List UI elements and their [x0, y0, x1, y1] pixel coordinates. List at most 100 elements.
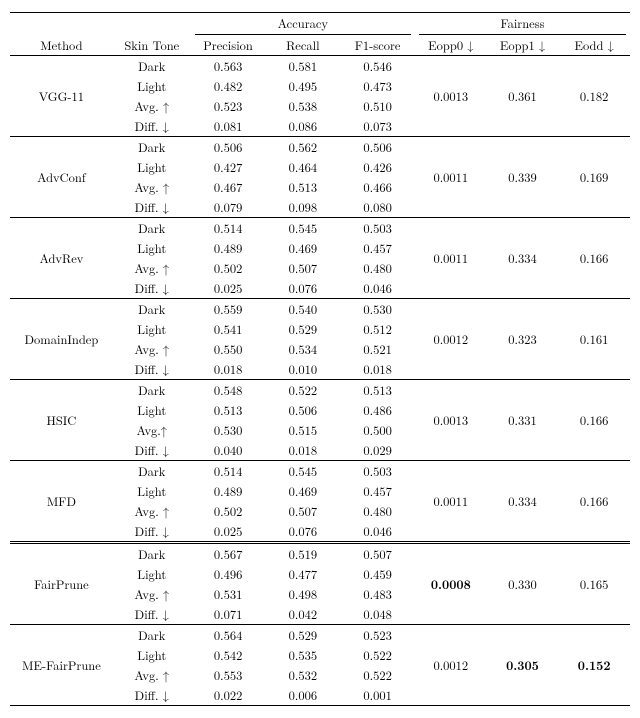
acc-cell: 0.500 [340, 420, 415, 440]
acc-cell: 0.426 [340, 157, 415, 177]
method-name: DomainIndep [10, 299, 113, 380]
skintone-label: Diff. ↓ [113, 359, 191, 380]
skintone-label: Diff. ↓ [113, 685, 191, 706]
acc-cell: 0.076 [265, 278, 340, 299]
skintone-label: Diff. ↓ [113, 197, 191, 218]
eodd-cell: 0.169 [558, 137, 630, 218]
eodd-cell: 0.166 [558, 461, 630, 543]
acc-cell: 0.550 [191, 339, 266, 359]
acc-cell: 0.482 [191, 76, 266, 96]
acc-cell: 0.006 [265, 685, 340, 706]
skintone-label: Dark [113, 299, 191, 320]
table-row: FairPruneDark0.5670.5190.5070.00080.3300… [10, 543, 630, 565]
skintone-label: Avg. ↑ [113, 584, 191, 604]
skintone-label: Diff. ↓ [113, 604, 191, 625]
method-name: MFD [10, 461, 113, 543]
skintone-label: Avg. ↑ [113, 96, 191, 116]
acc-cell: 0.489 [191, 238, 266, 258]
acc-cell: 0.506 [340, 137, 415, 158]
acc-cell: 0.498 [265, 584, 340, 604]
acc-cell: 0.486 [340, 400, 415, 420]
acc-cell: 0.076 [265, 521, 340, 543]
acc-cell: 0.022 [191, 685, 266, 706]
acc-cell: 0.081 [191, 116, 266, 137]
header-eopp0: Eopp0 ↓ [415, 35, 487, 56]
acc-cell: 0.538 [265, 96, 340, 116]
acc-cell: 0.510 [340, 96, 415, 116]
acc-cell: 0.559 [191, 299, 266, 320]
acc-cell: 0.523 [340, 625, 415, 646]
acc-cell: 0.073 [340, 116, 415, 137]
acc-cell: 0.506 [191, 137, 266, 158]
acc-cell: 0.503 [340, 218, 415, 239]
acc-cell: 0.503 [340, 461, 415, 482]
table-row: HSICDark0.5480.5220.5130.00130.3310.166 [10, 380, 630, 401]
eodd-cell: 0.166 [558, 380, 630, 461]
acc-cell: 0.018 [340, 359, 415, 380]
acc-cell: 0.546 [340, 56, 415, 77]
header-eodd: Eodd ↓ [558, 35, 630, 56]
acc-cell: 0.025 [191, 278, 266, 299]
acc-cell: 0.563 [191, 56, 266, 77]
skintone-label: Avg. ↑ [113, 339, 191, 359]
skintone-label: Avg. ↑ [113, 665, 191, 685]
skintone-label: Diff. ↓ [113, 440, 191, 461]
acc-cell: 0.532 [265, 665, 340, 685]
eopp1-cell: 0.330 [487, 543, 559, 625]
skintone-label: Light [113, 481, 191, 501]
acc-cell: 0.581 [265, 56, 340, 77]
eopp0-cell: 0.0008 [415, 543, 487, 625]
acc-cell: 0.507 [265, 501, 340, 521]
acc-cell: 0.496 [191, 564, 266, 584]
acc-cell: 0.522 [265, 380, 340, 401]
acc-cell: 0.502 [191, 501, 266, 521]
skintone-label: Diff. ↓ [113, 521, 191, 543]
acc-cell: 0.507 [340, 543, 415, 565]
acc-cell: 0.519 [265, 543, 340, 565]
skintone-label: Light [113, 645, 191, 665]
eopp0-cell: 0.0012 [415, 299, 487, 380]
table-row: VGG-11Dark0.5630.5810.5460.00130.3610.18… [10, 56, 630, 77]
acc-cell: 0.079 [191, 197, 266, 218]
skintone-label: Light [113, 238, 191, 258]
acc-cell: 0.010 [265, 359, 340, 380]
skintone-label: Light [113, 400, 191, 420]
acc-cell: 0.477 [265, 564, 340, 584]
acc-cell: 0.464 [265, 157, 340, 177]
eodd-cell: 0.166 [558, 218, 630, 299]
eopp1-cell: 0.361 [487, 56, 559, 137]
results-table: Accuracy Fairness Method Skin Tone Preci… [10, 12, 630, 706]
skintone-label: Light [113, 564, 191, 584]
table-row: AdvRevDark0.5140.5450.5030.00110.3340.16… [10, 218, 630, 239]
acc-cell: 0.521 [340, 339, 415, 359]
acc-cell: 0.473 [340, 76, 415, 96]
table-row: MFDDark0.5140.5450.5030.00110.3340.166 [10, 461, 630, 482]
acc-cell: 0.522 [340, 645, 415, 665]
acc-cell: 0.071 [191, 604, 266, 625]
eopp1-cell: 0.339 [487, 137, 559, 218]
acc-cell: 0.495 [265, 76, 340, 96]
skintone-label: Diff. ↓ [113, 116, 191, 137]
acc-cell: 0.530 [191, 420, 266, 440]
eopp1-cell: 0.323 [487, 299, 559, 380]
skintone-label: Dark [113, 56, 191, 77]
eopp1-cell: 0.331 [487, 380, 559, 461]
eodd-cell: 0.152 [558, 625, 630, 706]
table-row: DomainIndepDark0.5590.5400.5300.00120.32… [10, 299, 630, 320]
method-name: VGG-11 [10, 56, 113, 137]
eopp1-cell: 0.334 [487, 461, 559, 543]
acc-cell: 0.046 [340, 521, 415, 543]
eopp0-cell: 0.0011 [415, 218, 487, 299]
acc-cell: 0.040 [191, 440, 266, 461]
method-name: AdvRev [10, 218, 113, 299]
skintone-label: Light [113, 319, 191, 339]
acc-cell: 0.457 [340, 238, 415, 258]
skintone-label: Avg. ↑ [113, 177, 191, 197]
acc-cell: 0.514 [191, 461, 266, 482]
acc-cell: 0.513 [191, 400, 266, 420]
header-skintone: Skin Tone [113, 35, 191, 56]
table-body: VGG-11Dark0.5630.5810.5460.00130.3610.18… [10, 56, 630, 706]
skintone-label: Dark [113, 625, 191, 646]
eodd-cell: 0.161 [558, 299, 630, 380]
acc-cell: 0.457 [340, 481, 415, 501]
